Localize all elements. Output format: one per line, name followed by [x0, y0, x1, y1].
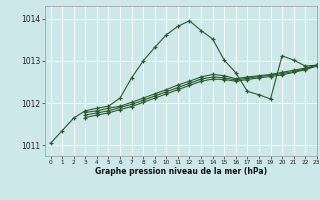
X-axis label: Graphe pression niveau de la mer (hPa): Graphe pression niveau de la mer (hPa) — [95, 167, 267, 176]
